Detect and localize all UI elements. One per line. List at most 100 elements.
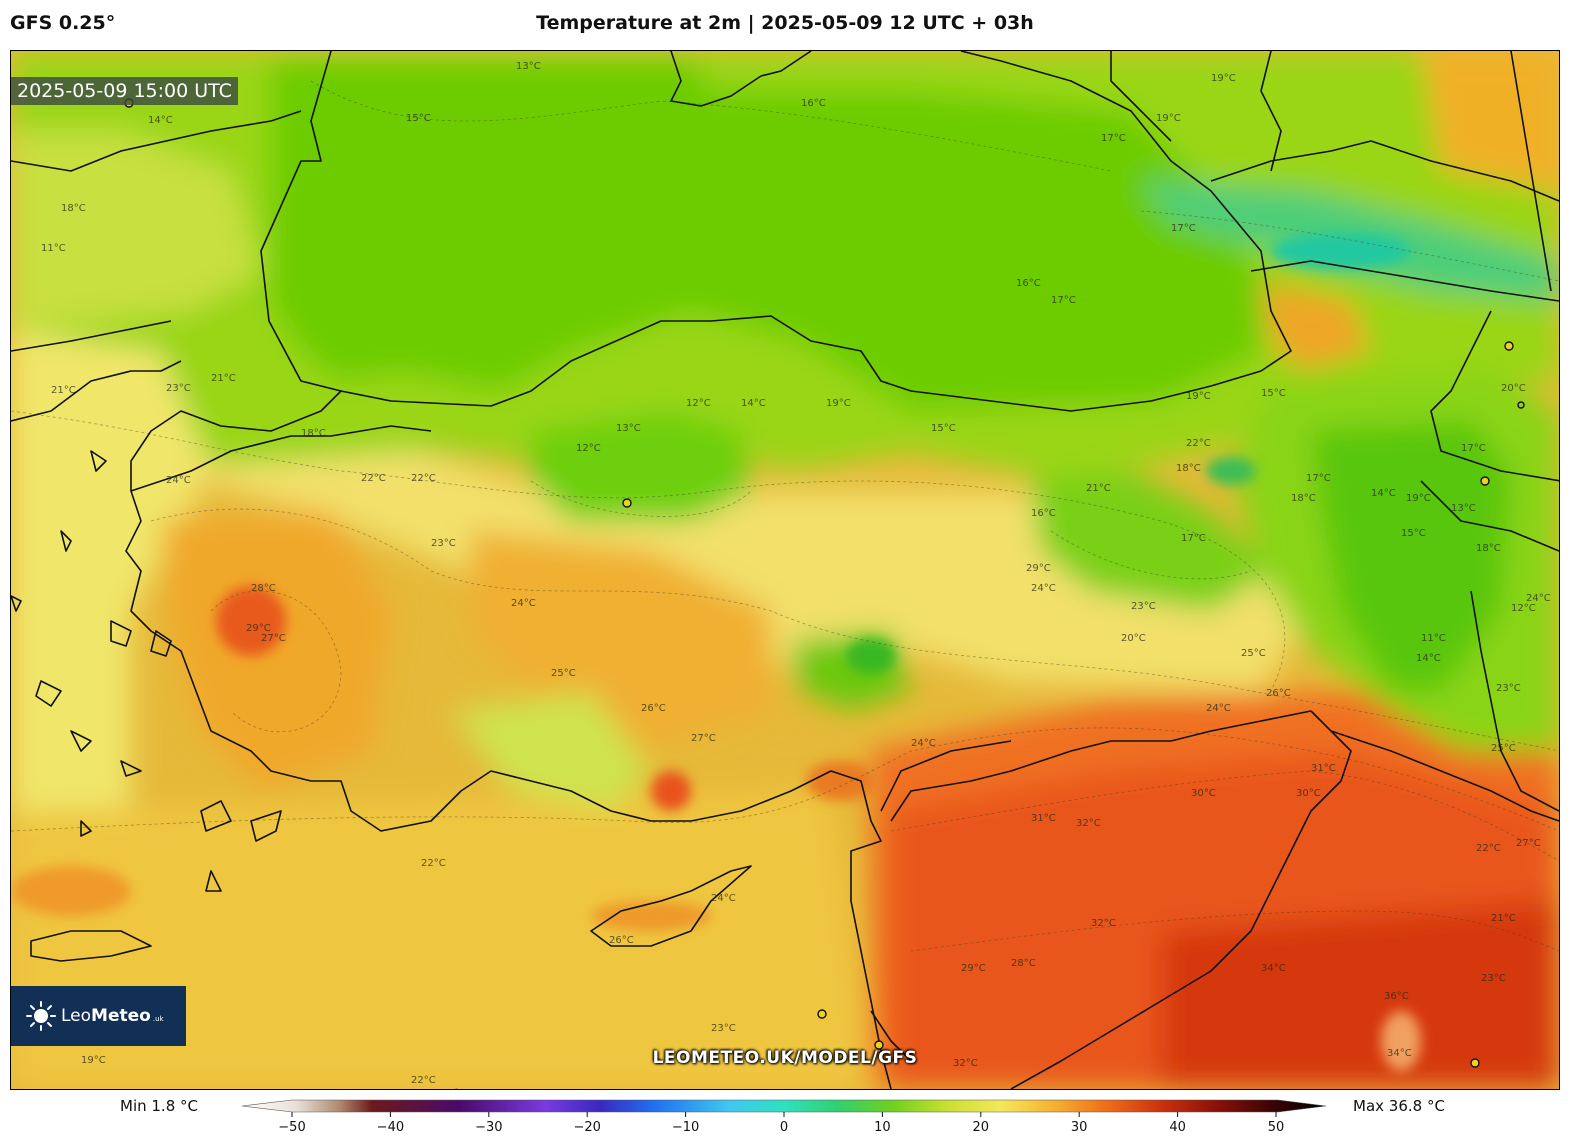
isotherm-label: 15°C	[1261, 388, 1286, 399]
isotherm-label: 17°C	[1051, 295, 1076, 306]
isotherm-label: 30°C	[1191, 788, 1216, 799]
isotherm-label: 16°C	[1016, 278, 1041, 289]
colorbar-tick-label: 20	[972, 1120, 990, 1135]
isotherm-label: 21°C	[51, 385, 76, 396]
logo-name-light: Leo	[61, 1006, 92, 1026]
isotherm-label: 22°C	[1186, 438, 1211, 449]
isotherm-label: 21°C	[211, 373, 236, 384]
max-temperature-label: Max 36.8 °C	[1353, 1097, 1445, 1115]
isotherm-label: 24°C	[511, 598, 536, 609]
isotherm-label: 27°C	[261, 633, 286, 644]
isotherm-label: 25°C	[1491, 743, 1516, 754]
isotherm-label: 27°C	[691, 733, 716, 744]
isotherm-label: 30°C	[1296, 788, 1321, 799]
isotherm-label: 34°C	[1387, 1048, 1412, 1059]
chart-title: Temperature at 2m | 2025-05-09 12 UTC + …	[536, 12, 1034, 34]
isotherm-label: 12°C	[1511, 603, 1536, 614]
isotherm-label: 24°C	[1526, 593, 1551, 604]
isotherm-label: 23°C	[166, 383, 191, 394]
isotherm-label: 24°C	[1206, 703, 1231, 714]
colorbar-tick-label: −40	[376, 1120, 405, 1135]
model-name: GFS 0.25°	[10, 12, 116, 34]
isotherm-label: 29°C	[1026, 563, 1051, 574]
isotherm-label: 29°C	[961, 963, 986, 974]
isotherm-label: 17°C	[1181, 533, 1206, 544]
isotherm-label: 18°C	[61, 203, 86, 214]
isotherm-label: 15°C	[1401, 528, 1426, 539]
isotherm-label: 29°C	[246, 623, 271, 634]
leometeo-logo[interactable]: LeoMeteo .uk	[11, 986, 186, 1046]
isotherm-label: 12°C	[686, 398, 711, 409]
colorbar-tick-label: 10	[874, 1120, 891, 1135]
temperature-map[interactable]: 13°C 14°C 15°C 16°C 17°C 17°C 19°C 19°C 17°C 16°C…	[10, 50, 1560, 1090]
isotherm-label: 17°C	[1306, 473, 1331, 484]
isotherm-label: 20°C	[1501, 383, 1526, 394]
isotherm-label: 24°C	[911, 738, 936, 749]
isotherm-label: 21°C	[1491, 913, 1516, 924]
isotherm-label: 27°C	[1516, 838, 1541, 849]
isotherm-label: 23°C	[441, 1088, 466, 1089]
isotherm-label: 22°C	[421, 858, 446, 869]
isotherm-label: 24°C	[1031, 583, 1056, 594]
colorbar-tick-label: −50	[278, 1120, 306, 1135]
map-canvas: 13°C 14°C 15°C 16°C 17°C 17°C 19°C 19°C 17°C 16°C…	[11, 51, 1559, 1089]
min-temperature-label: Min 1.8 °C	[120, 1097, 198, 1115]
isotherm-label: 12°C	[576, 443, 601, 454]
colorbar-tick-label: 50	[1267, 1120, 1285, 1135]
colorbar-tick-label: 40	[1169, 1120, 1186, 1135]
isotherm-label: 28°C	[1011, 958, 1036, 969]
isotherm-label: 19°C	[1406, 493, 1431, 504]
isotherm-label: 26°C	[609, 935, 634, 946]
isotherm-label: 22°C	[411, 473, 436, 484]
isotherm-label: 11°C	[41, 243, 66, 254]
isotherm-label: 19°C	[826, 398, 851, 409]
isotherm-label: 11°C	[1421, 633, 1446, 644]
isotherm-label: 31°C	[1031, 813, 1056, 824]
colorbar-tick-label: 30	[1070, 1120, 1088, 1135]
isotherm-label: 17°C	[1101, 133, 1126, 144]
isotherm-label: 16°C	[801, 98, 826, 109]
isotherm-label: 22°C	[1476, 843, 1501, 854]
isotherm-label: 21°C	[1086, 483, 1111, 494]
isotherm-label: 32°C	[1091, 918, 1116, 929]
isotherm-label: 19°C	[1186, 391, 1211, 402]
isotherm-label: 23°C	[711, 1023, 736, 1034]
isotherm-label: 19°C	[1211, 73, 1236, 84]
isotherm-label: 26°C	[1266, 688, 1291, 699]
isotherm-label: 32°C	[953, 1058, 978, 1069]
isotherm-label: 34°C	[1261, 963, 1286, 974]
isotherm-label: 23°C	[431, 538, 456, 549]
isotherm-label: 16°C	[1031, 508, 1056, 519]
isotherm-label: 28°C	[251, 583, 276, 594]
colorbar-scale	[241, 1099, 1327, 1117]
isotherm-label: 18°C	[1176, 463, 1201, 474]
isotherm-label: 26°C	[641, 703, 666, 714]
sun-icon	[26, 1001, 56, 1031]
isotherm-label: 18°C	[301, 428, 326, 439]
isotherm-label: 14°C	[1371, 488, 1396, 499]
isotherm-label: 18°C	[1476, 543, 1501, 554]
isotherm-label: 15°C	[406, 113, 431, 124]
isotherm-label: 14°C	[148, 115, 173, 126]
colorbar-tick-label: 0	[779, 1120, 789, 1135]
isotherm-label: 15°C	[931, 423, 956, 434]
colorbar-tick-label: −30	[475, 1120, 503, 1135]
watermark-url: LEOMETEO.UK/MODEL/GFS	[652, 1048, 918, 1068]
isotherm-label: 32°C	[1076, 818, 1101, 829]
isotherm-label: 13°C	[1451, 503, 1476, 514]
isotherm-label: 19°C	[1156, 113, 1181, 124]
isotherm-label: 24°C	[711, 893, 736, 904]
isotherm-label: 22°C	[361, 473, 386, 484]
isotherm-label: 17°C	[1461, 443, 1486, 454]
isotherm-label: 23°C	[1481, 973, 1506, 984]
logo-text: LeoMeteo .uk	[61, 1006, 164, 1026]
isotherm-label: 23°C	[1131, 601, 1156, 612]
colorbar-tick-label: −20	[573, 1120, 601, 1135]
logo-suffix: .uk	[152, 1015, 164, 1023]
isotherm-label: 17°C	[1171, 223, 1196, 234]
isotherm-label: 36°C	[1384, 991, 1409, 1002]
logo-name-bold: Meteo	[91, 1006, 151, 1026]
isotherm-label: 13°C	[616, 423, 641, 434]
isotherm-label: 25°C	[1241, 648, 1266, 659]
isotherm-label: 25°C	[551, 668, 576, 679]
